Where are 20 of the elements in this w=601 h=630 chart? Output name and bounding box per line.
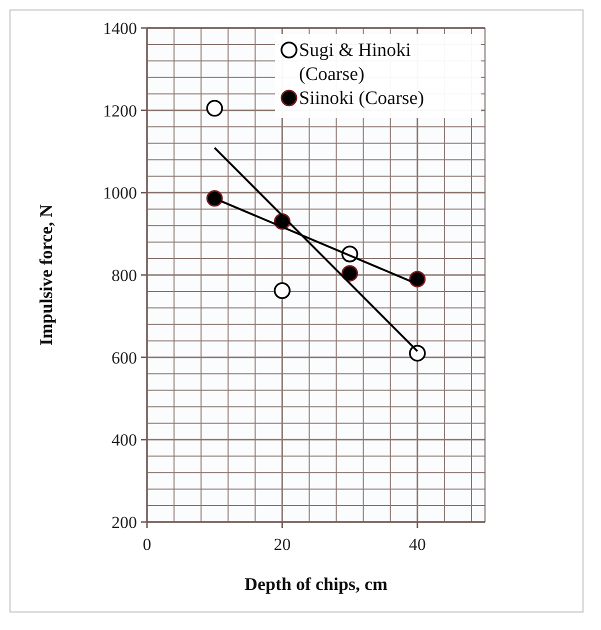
x-tick-label: 0 <box>142 535 152 554</box>
y-tick-label: 1200 <box>103 101 137 120</box>
point <box>409 344 426 362</box>
legend-label: Siinoki (Coarse) <box>299 88 424 109</box>
x-tick-label: 20 <box>274 535 291 554</box>
y-tick-label: 400 <box>112 430 137 450</box>
y-tick-label: 1400 <box>103 19 137 38</box>
point <box>409 270 426 288</box>
legend-label: Sugi & Hinoki (Coarse) <box>299 40 411 85</box>
point <box>206 190 223 207</box>
point <box>342 265 358 282</box>
y-tick-label: 800 <box>112 266 137 285</box>
y-axis-title: Impulsive force, N <box>36 204 56 346</box>
x-axis-title: Depth of chips, cm <box>244 574 388 594</box>
point <box>274 282 291 300</box>
x-tick-label: 40 <box>408 535 426 554</box>
y-tick-label: 1000 <box>103 184 137 203</box>
y-tick-label: 600 <box>112 348 137 368</box>
y-tick-label: 200 <box>112 513 137 532</box>
point <box>206 100 223 117</box>
